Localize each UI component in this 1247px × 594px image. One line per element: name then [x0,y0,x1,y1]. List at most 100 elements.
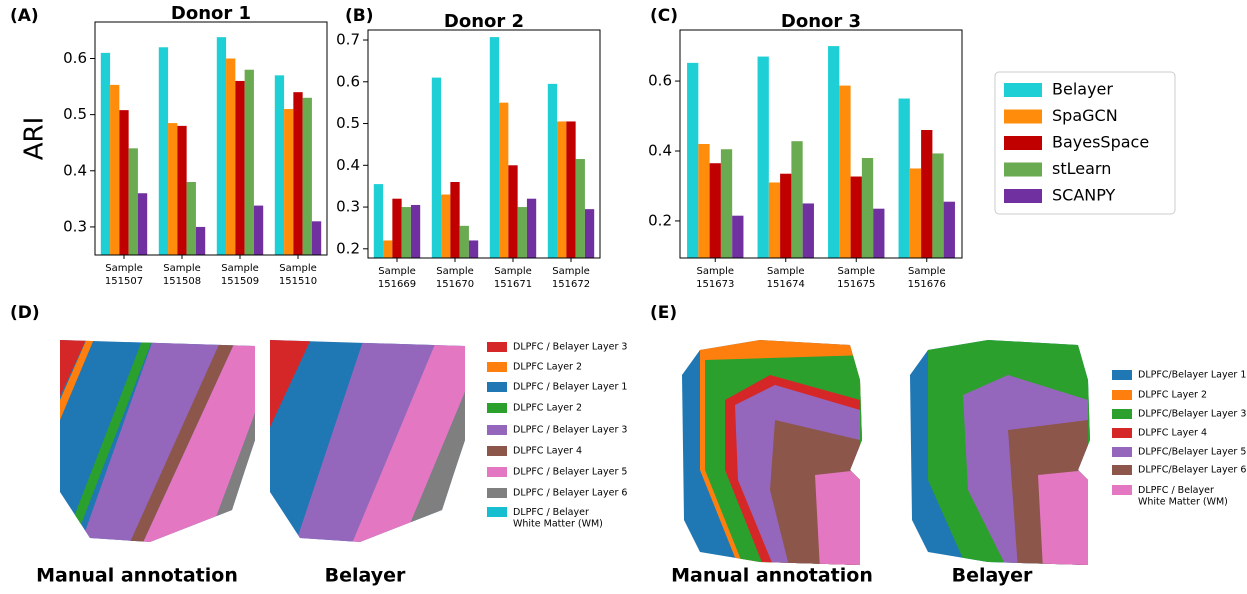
bar [441,194,451,258]
bar [861,157,874,258]
x-tick-label: Sample 151670 [436,266,474,290]
bar [499,102,509,259]
y-tick-label: 0.3 [63,217,87,235]
legend-swatch [487,382,507,392]
bar [720,149,733,258]
legend-label: SCANPY [1052,186,1116,205]
legend-swatch [1112,485,1132,495]
y-tick-label: 0.5 [336,114,360,132]
bar [373,184,384,258]
bar [898,98,910,258]
panel-label: (B) [345,6,374,26]
legend-label: DLPFC / Belayer Layer 3 [513,425,627,436]
bar [468,240,479,258]
bar [932,153,944,258]
legend-swatch [1112,370,1132,380]
bar [709,163,721,258]
y-tick-label: 0.6 [648,72,672,90]
bar [137,193,148,255]
legend-label: DLPFC Layer 2 [513,403,582,414]
bar [802,203,814,258]
bar [757,56,769,258]
bar [100,52,111,255]
bar [828,46,840,258]
bar [687,62,699,258]
y-tick-label: 0.6 [336,72,360,90]
y-tick-label: 0.7 [336,31,360,49]
legend-swatch [1004,162,1042,177]
bar [547,83,558,258]
bar [780,173,792,258]
bar [274,75,285,256]
legend-label: DLPFC / Belayer White Matter (WM) [513,507,603,529]
legend-label: BayesSpace [1052,133,1149,152]
bar [791,141,803,258]
legend-label: SpaGCN [1052,106,1118,125]
legend-swatch [1112,409,1132,419]
bar [110,84,120,255]
legend-swatch [1004,189,1042,203]
legend-swatch [487,446,507,456]
legend-label: DLPFC/Belayer Layer 5 [1138,447,1246,458]
chart-title: Donor 3 [781,11,861,32]
legend-swatch [1004,83,1042,97]
spatial-map-d-manual [60,340,255,542]
legend-label: DLPFC/Belayer Layer 3 [1138,409,1246,420]
legend-swatch [487,488,507,498]
legend-label: DLPFC / Belayer Layer 6 [513,488,627,499]
bar [850,176,862,258]
bar [517,207,527,258]
bar [119,110,129,255]
spatial-map-d-belayer [270,340,465,542]
x-tick-label: Sample 151674 [767,266,805,290]
bar [253,205,264,255]
legend-label: DLPFC / Belayer Layer 3 [513,342,627,353]
legend-swatch [1112,390,1132,400]
legend-swatch [1004,109,1042,124]
bar [909,168,922,258]
bar [293,92,303,255]
panel-label: (E) [650,303,677,323]
x-tick-label: Sample 151508 [163,263,201,287]
bar [158,47,169,255]
legend-label: DLPFC/Belayer Layer 6 [1138,465,1246,476]
legend-swatch [487,403,507,413]
bar [526,198,537,258]
panel-label: (D) [10,303,40,323]
legend-frame [994,71,1176,215]
caption: Manual annotation [671,565,873,587]
bar [302,97,312,255]
spatial-map-e-manual [682,340,862,565]
legend-swatch [487,467,507,477]
x-tick-label: Sample 151675 [837,266,875,290]
bar [401,207,411,258]
legend-swatch [487,342,507,352]
x-tick-label: Sample 151669 [378,266,416,290]
bar [128,148,138,255]
bar [311,221,322,255]
bar [732,215,744,258]
bar [226,58,236,256]
legend-label: DLPFC Layer 2 [513,362,582,373]
panel-label: (C) [650,6,678,26]
legend-label: DLPFC / Belayer White Matter (WM) [1138,485,1228,507]
y-tick-label: 0.3 [336,198,360,216]
bar [508,165,518,258]
caption: Belayer [952,565,1033,587]
plot-frame [94,21,328,256]
y-tick-label: 0.4 [63,161,87,179]
y-tick-label: 0.6 [63,49,87,67]
caption: Manual annotation [36,565,238,587]
x-tick-label: Sample 151673 [696,266,734,290]
legend-swatch [487,425,507,435]
bar [575,159,585,258]
bar [383,240,393,258]
y-tick-label: 0.5 [63,105,87,123]
panel-label: (A) [10,6,39,26]
legend-swatch [1004,136,1042,150]
legend-label: DLPFC Layer 4 [513,446,582,457]
bar [489,37,500,258]
chart-title: Donor 1 [171,3,251,24]
bar [284,109,294,255]
spatial-map-e-belayer [910,340,1090,565]
